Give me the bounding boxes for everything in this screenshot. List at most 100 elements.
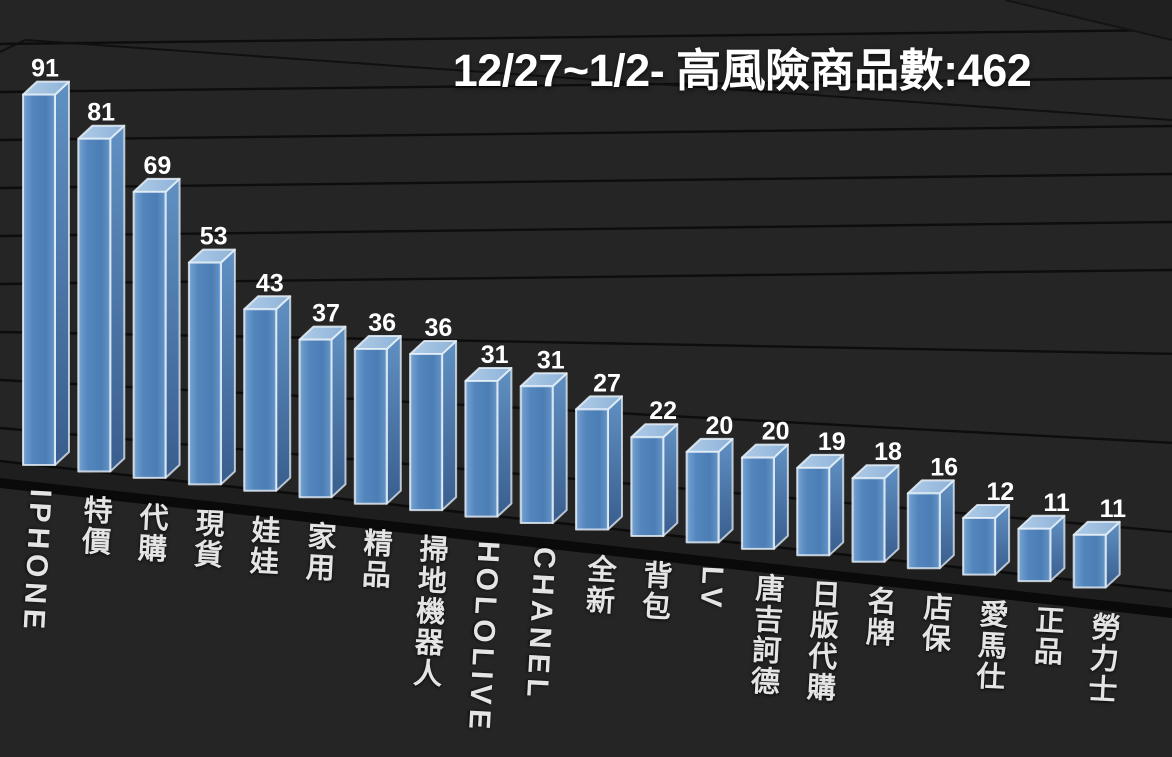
bar-value-label: 16 [930,453,958,481]
category-label: 現貨 [188,507,224,572]
bar [187,248,236,486]
bar-value-label: 36 [424,314,452,342]
bar-front-face [851,477,886,563]
chart-title: 12/27~1/2- 高風險商品數:462 [452,45,1032,96]
bar-side-face [607,395,623,531]
bar-value-label: 20 [762,418,790,446]
wall-edge-line [0,39,26,53]
gridline [0,172,1172,190]
bar-value-label: 36 [368,309,396,337]
bar-front-face [962,517,997,576]
bar-side-face [385,334,402,505]
bar-value-label: 43 [256,269,284,297]
bar [464,367,513,518]
category-label: 家用 [300,520,336,585]
bar-front-face [740,456,775,550]
bar-front-face [409,353,444,512]
category-label: 背包 [636,559,672,623]
bar-side-face [275,295,292,492]
category-label: 勞力士 [1083,610,1120,706]
floor-front-edge [0,478,1172,618]
bar-front-face [685,450,720,544]
bars-layer [22,80,1121,589]
bar-value-label: 27 [593,369,621,397]
bar [685,437,734,544]
bar-side-face [219,248,236,486]
bar-side-face [938,479,955,570]
bar-front-face [906,492,941,570]
gridline [0,124,1172,142]
category-label: 娃娃 [244,513,280,578]
category-label: 愛馬仕 [971,597,1008,693]
bar-side-face [883,464,900,563]
category-label: 唐吉訶德 [745,572,784,698]
bar-value-label: 31 [481,341,509,369]
bar-front-face [519,385,554,525]
bar-side-face [330,325,347,499]
category-label: 店保 [916,591,952,655]
bar-front-face [243,308,278,492]
gridline [0,220,1172,238]
category-label: 代購 [132,501,168,565]
bar-side-face [109,124,126,473]
bar [962,504,1011,576]
bar-value-label: 22 [649,397,677,425]
bar [575,395,623,531]
bar [1072,520,1121,589]
bar [409,340,458,512]
bar-value-label: 12 [986,478,1014,506]
bar-value-label: 31 [537,346,565,374]
bar [298,325,347,499]
bar-side-face [662,423,679,537]
bar-front-face [298,338,333,499]
bar-side-face [717,437,734,544]
category-label: 正品 [1028,604,1064,668]
bar-front-face [630,436,665,537]
bar-value-label: 20 [705,412,733,440]
bar-front-face [132,190,167,479]
bar-front-face [22,93,56,466]
bar-side-face [772,443,789,550]
bar-side-face [54,80,70,466]
wall-edge-line [1004,0,1172,41]
bar [353,334,402,505]
value-labels-layer: 91 81 69 53 43 37 36 36 31 31 27 22 20 20 19 18 16 12 11 11 [31,55,1126,523]
bar-front-face [1072,533,1107,589]
category-label: CHANEL [519,546,561,703]
bar [243,295,292,492]
bar-value-label: 81 [87,99,115,127]
category-label: 日版代購 [801,578,840,704]
bar [851,464,900,563]
bar [132,177,181,479]
bar-side-face [496,367,513,518]
bar [1017,514,1066,583]
bar [77,124,126,473]
category-label: 全新 [580,552,616,617]
bar-value-label: 37 [312,300,340,328]
bar-front-face [575,408,609,531]
bar-value-label: 69 [143,152,171,180]
bar-front-face [796,466,831,557]
bar-value-label: 91 [31,55,59,83]
category-label: 名牌 [860,584,896,649]
bar-side-face [551,372,568,525]
category-label: IPHONE [16,488,57,635]
bar-value-label: 19 [818,428,846,456]
bar-value-label: 18 [874,438,902,466]
bar-front-face [353,347,388,505]
bar-value-label: 11 [1100,495,1127,523]
bar [22,80,70,466]
category-label: LV [693,565,729,614]
bar-front-face [464,380,499,518]
bar [519,372,568,525]
bar [740,443,789,550]
bar-side-face [828,453,845,557]
gridline [0,28,1172,46]
bar [630,423,679,537]
gridline [0,76,1172,94]
bar [796,453,845,557]
bar-value-label: 11 [1043,489,1070,517]
category-label: 特價 [76,494,112,559]
bar-front-face [187,261,222,486]
